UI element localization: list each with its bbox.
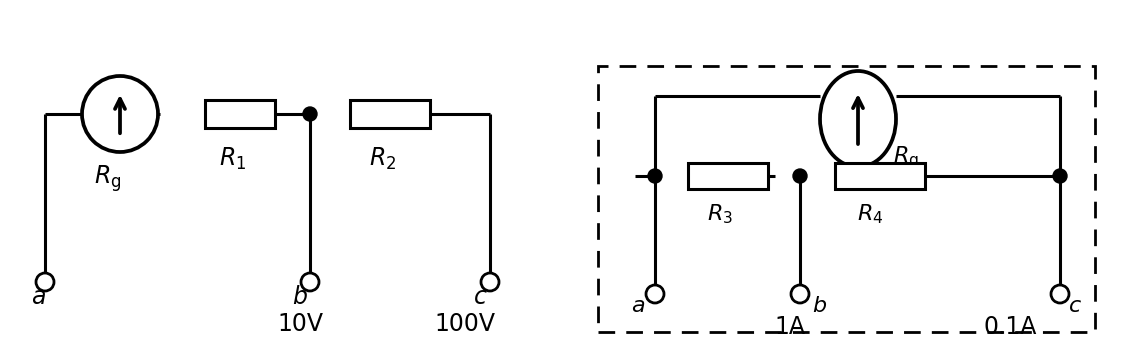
Circle shape: [646, 285, 663, 303]
Circle shape: [481, 273, 499, 291]
Circle shape: [648, 169, 662, 183]
Bar: [205, 100, 275, 128]
Bar: [598, 66, 1096, 332]
Text: 1A: 1A: [774, 315, 806, 339]
Text: $R_{4}$: $R_{4}$: [857, 202, 884, 226]
Circle shape: [36, 273, 54, 291]
Bar: [834, 163, 925, 189]
Circle shape: [1051, 285, 1069, 303]
Text: 100V: 100V: [434, 312, 496, 336]
Text: $R_{3}$: $R_{3}$: [707, 202, 733, 226]
Text: $R_{\mathrm{g}}$: $R_{\mathrm{g}}$: [95, 164, 122, 194]
Text: $c$: $c$: [1068, 296, 1082, 316]
Circle shape: [303, 107, 317, 121]
Ellipse shape: [820, 71, 896, 167]
Circle shape: [791, 285, 809, 303]
Text: $R_{2}$: $R_{2}$: [369, 146, 397, 172]
Circle shape: [1053, 169, 1067, 183]
Circle shape: [793, 169, 807, 183]
Bar: [350, 100, 430, 128]
Text: 0.1A: 0.1A: [984, 315, 1036, 339]
Text: $b$: $b$: [292, 285, 308, 309]
Text: $b$: $b$: [812, 296, 826, 316]
Bar: [687, 163, 767, 189]
Circle shape: [82, 76, 158, 152]
Circle shape: [301, 273, 319, 291]
Text: $a$: $a$: [630, 296, 645, 316]
Text: $c$: $c$: [473, 285, 487, 309]
Text: $a$: $a$: [31, 285, 46, 309]
Text: $R_{\mathrm{g}}$: $R_{\mathrm{g}}$: [893, 144, 919, 171]
Text: $R_{1}$: $R_{1}$: [219, 146, 246, 172]
Text: 10V: 10V: [277, 312, 323, 336]
